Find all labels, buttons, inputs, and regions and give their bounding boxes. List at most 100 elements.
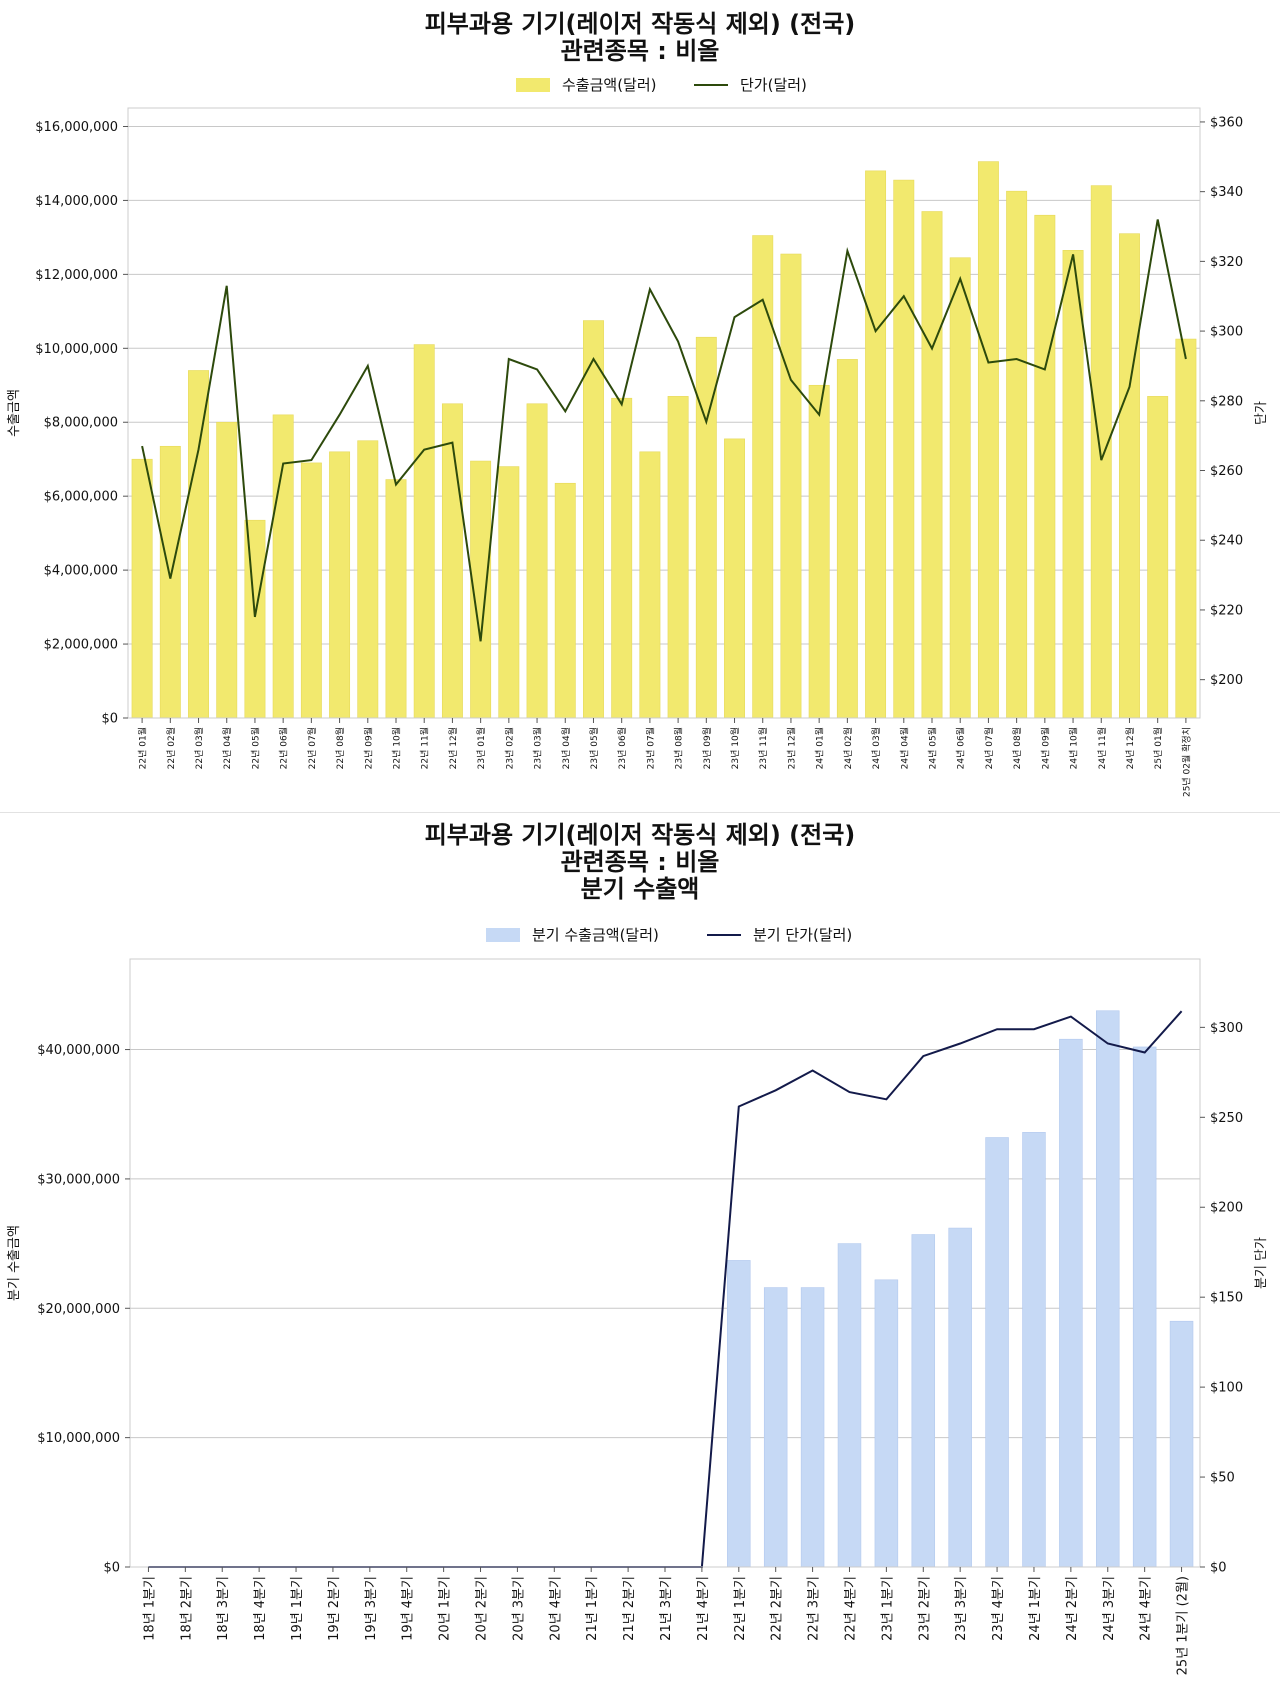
x-tick-label: 22년 09월 xyxy=(362,727,374,769)
bar xyxy=(329,451,351,719)
y2-tick-label: $150 xyxy=(1210,1291,1243,1306)
bar xyxy=(752,235,774,719)
bar xyxy=(921,211,943,719)
x-tick-label: 20년 2분기 xyxy=(475,1576,490,1641)
x-tick-label: 18년 4분기 xyxy=(253,1576,268,1641)
x-tick-label: 20년 1분기 xyxy=(438,1576,453,1641)
price-line xyxy=(141,219,1187,642)
x-tick-label: 22년 03월 xyxy=(193,727,205,769)
x-tick-label: 24년 02월 xyxy=(842,727,854,769)
y2-tick-label: $250 xyxy=(1210,1111,1243,1126)
legend-label: 분기 단가(달러) xyxy=(753,926,852,944)
x-tick-label: 18년 3분기 xyxy=(216,1576,231,1641)
bar xyxy=(1090,185,1112,719)
bar xyxy=(385,479,407,719)
y2-tick-label: $50 xyxy=(1210,1471,1235,1486)
x-tick-label: 19년 3분기 xyxy=(364,1576,379,1641)
x-tick-label: 22년 3분기 xyxy=(807,1576,822,1641)
bar xyxy=(724,438,745,719)
y-tick-label: $8,000,000 xyxy=(44,416,118,431)
y-tick-label: $10,000,000 xyxy=(37,1431,120,1446)
chart-separator xyxy=(0,812,1280,813)
x-tick-label: 24년 4분기 xyxy=(1139,1576,1154,1641)
x-tick-label: 22년 4분기 xyxy=(843,1576,858,1641)
x-tick-label: 23년 02월 xyxy=(503,727,515,769)
x-tick-label: 20년 3분기 xyxy=(511,1576,526,1641)
bar xyxy=(583,320,604,719)
x-tick-label: 19년 2분기 xyxy=(327,1576,342,1641)
x-tick-label: 23년 08월 xyxy=(673,727,685,769)
x-tick-label: 22년 2분기 xyxy=(770,1576,785,1641)
y2-tick-label: $320 xyxy=(1210,255,1243,270)
y-tick-label: $0 xyxy=(101,712,118,727)
x-tick-label: 25년 1분기 (2월) xyxy=(1176,1576,1191,1675)
y2-tick-label: $240 xyxy=(1210,534,1243,549)
bar xyxy=(865,170,887,719)
y-tick-label: $30,000,000 xyxy=(37,1172,120,1187)
x-tick-label: 18년 2분기 xyxy=(179,1576,194,1641)
bar xyxy=(977,161,999,719)
x-tick-label: 24년 3분기 xyxy=(1102,1576,1117,1641)
y2-tick-label: $100 xyxy=(1210,1381,1243,1396)
x-tick-label: 19년 1분기 xyxy=(290,1576,305,1641)
bar xyxy=(216,421,238,719)
bar xyxy=(667,396,689,719)
x-tick-label: 22년 1분기 xyxy=(733,1576,748,1641)
bar xyxy=(1119,233,1140,719)
x-tick-label: 23년 4분기 xyxy=(991,1576,1006,1641)
x-tick-label: 22년 12월 xyxy=(447,727,459,769)
legend-label: 분기 수출금액(달러) xyxy=(532,926,659,944)
y2-tick-label: $300 xyxy=(1210,1021,1243,1036)
legend-label: 단가(달러) xyxy=(740,76,807,94)
bar xyxy=(1175,338,1197,719)
y2-tick-label: $0 xyxy=(1210,1561,1227,1576)
bar xyxy=(836,359,858,719)
chart-title-line: 관련종목 : 비올 xyxy=(561,848,720,876)
bar xyxy=(554,482,576,719)
x-tick-label: 22년 01월 xyxy=(137,727,149,769)
y-axis-label: 수출금액 xyxy=(7,389,22,437)
bar xyxy=(413,344,435,719)
chart-title-line: 분기 수출액 xyxy=(581,875,700,903)
x-tick-label: 24년 12월 xyxy=(1124,727,1136,769)
y-tick-label: $40,000,000 xyxy=(37,1043,120,1058)
bar xyxy=(1022,1132,1046,1568)
x-tick-label: 24년 03월 xyxy=(870,727,882,769)
y2-axis-label: 단가 xyxy=(1254,401,1269,425)
bar xyxy=(763,1287,788,1568)
y-tick-label: $20,000,000 xyxy=(37,1302,120,1317)
legend-swatch-bar xyxy=(516,78,550,92)
bar xyxy=(1006,190,1028,719)
bar xyxy=(808,384,830,719)
bar xyxy=(188,370,209,719)
bar xyxy=(300,462,322,719)
bar xyxy=(1132,1046,1157,1568)
x-tick-label: 23년 06월 xyxy=(616,727,628,769)
x-tick-label: 25년 02월 확정치 xyxy=(1180,727,1192,797)
legend-swatch-bar xyxy=(486,928,520,942)
bar xyxy=(1147,396,1169,719)
bar xyxy=(1096,1010,1120,1568)
bar xyxy=(526,403,548,719)
monthly-export-chart: 피부과용 기기(레이저 작동식 제외) (전국)관련종목 : 비올수출금액(달러… xyxy=(7,10,1269,797)
x-tick-label: 23년 10월 xyxy=(729,727,741,769)
bar xyxy=(1034,214,1056,719)
y2-tick-label: $300 xyxy=(1210,325,1243,340)
bar xyxy=(780,253,802,719)
chart-title-line: 피부과용 기기(레이저 작동식 제외) (전국) xyxy=(425,821,856,849)
x-tick-label: 20년 4분기 xyxy=(548,1576,563,1641)
bar xyxy=(874,1279,899,1568)
bar xyxy=(985,1137,1009,1568)
x-tick-label: 24년 1분기 xyxy=(1028,1576,1043,1641)
x-tick-label: 19년 4분기 xyxy=(401,1576,416,1641)
x-tick-label: 23년 01월 xyxy=(475,727,487,769)
x-tick-label: 22년 08월 xyxy=(334,727,346,769)
x-tick-label: 21년 1분기 xyxy=(585,1576,600,1641)
bar xyxy=(159,445,181,719)
x-tick-label: 21년 4분기 xyxy=(696,1576,711,1641)
y2-tick-label: $340 xyxy=(1210,185,1243,200)
bar xyxy=(244,519,266,719)
y-axis-label: 분기 수출금액 xyxy=(7,1225,22,1301)
bar xyxy=(498,466,520,719)
